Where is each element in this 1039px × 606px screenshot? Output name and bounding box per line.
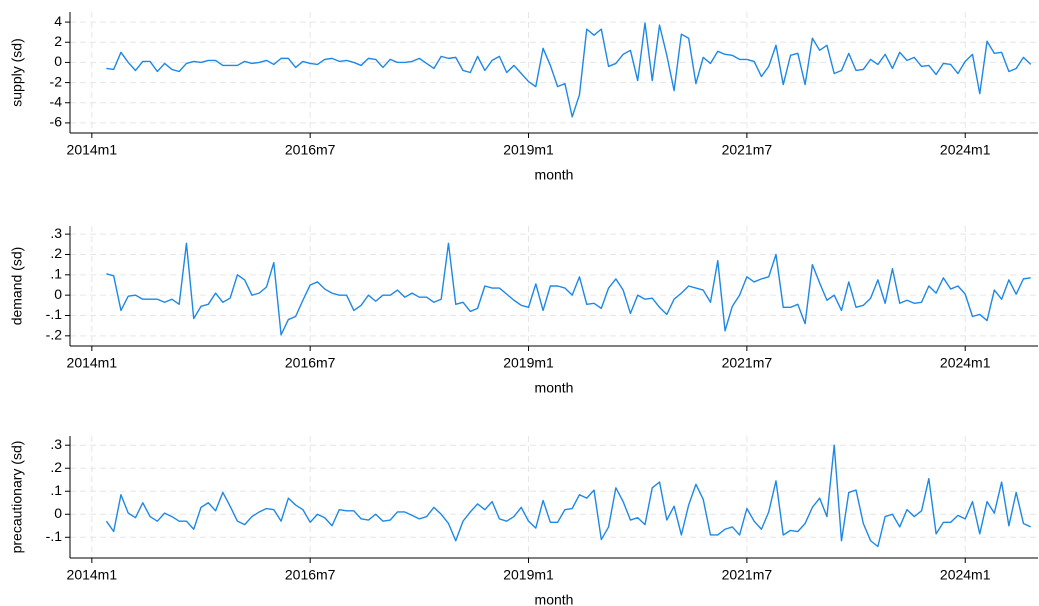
y-axis-label: precautionary (sd)	[9, 441, 25, 554]
y-axis-label: supply (sd)	[9, 38, 25, 106]
y-tick-label: -4	[50, 93, 63, 109]
y-tick-label: -6	[50, 114, 63, 130]
x-tick-label: 2014m1	[67, 567, 118, 583]
x-axis-label: month	[535, 592, 574, 606]
y-tick-label: 0	[54, 53, 62, 69]
y-tick-label: 2	[54, 33, 62, 49]
data-line	[106, 22, 1032, 118]
x-tick-label: 2014m1	[67, 142, 118, 158]
x-tick-label: 2016m7	[285, 355, 336, 371]
x-tick-label: 2024m1	[940, 355, 991, 371]
y-tick-label: 0	[54, 505, 62, 521]
y-tick-label: .2	[50, 459, 62, 475]
x-tick-label: 2024m1	[940, 142, 991, 158]
x-tick-label: 2016m7	[285, 142, 336, 158]
data-line	[105, 444, 1032, 548]
x-tick-label: 2021m7	[722, 567, 773, 583]
y-tick-label: -.1	[46, 306, 63, 322]
y-axis-label: demand (sd)	[9, 247, 25, 326]
y-tick-label: 0	[54, 286, 62, 302]
y-tick-label: -.2	[46, 327, 63, 343]
data-line	[106, 242, 1031, 336]
x-tick-label: 2024m1	[940, 567, 991, 583]
y-tick-label: .1	[50, 482, 62, 498]
y-tick-label: .1	[50, 266, 62, 282]
y-tick-label: 4	[54, 13, 62, 29]
x-tick-label: 2016m7	[285, 567, 336, 583]
y-tick-label: .3	[50, 225, 62, 241]
x-tick-label: 2021m7	[722, 142, 773, 158]
x-tick-label: 2019m1	[503, 567, 554, 583]
x-tick-label: 2021m7	[722, 355, 773, 371]
y-tick-label: -2	[50, 73, 63, 89]
y-tick-label: .3	[50, 436, 62, 452]
x-axis-label: month	[535, 380, 574, 396]
x-tick-label: 2019m1	[503, 142, 554, 158]
x-axis-label: month	[535, 167, 574, 183]
x-tick-label: 2019m1	[503, 355, 554, 371]
y-tick-label: -.1	[46, 528, 63, 544]
y-tick-label: .2	[50, 245, 62, 261]
x-tick-label: 2014m1	[67, 355, 118, 371]
